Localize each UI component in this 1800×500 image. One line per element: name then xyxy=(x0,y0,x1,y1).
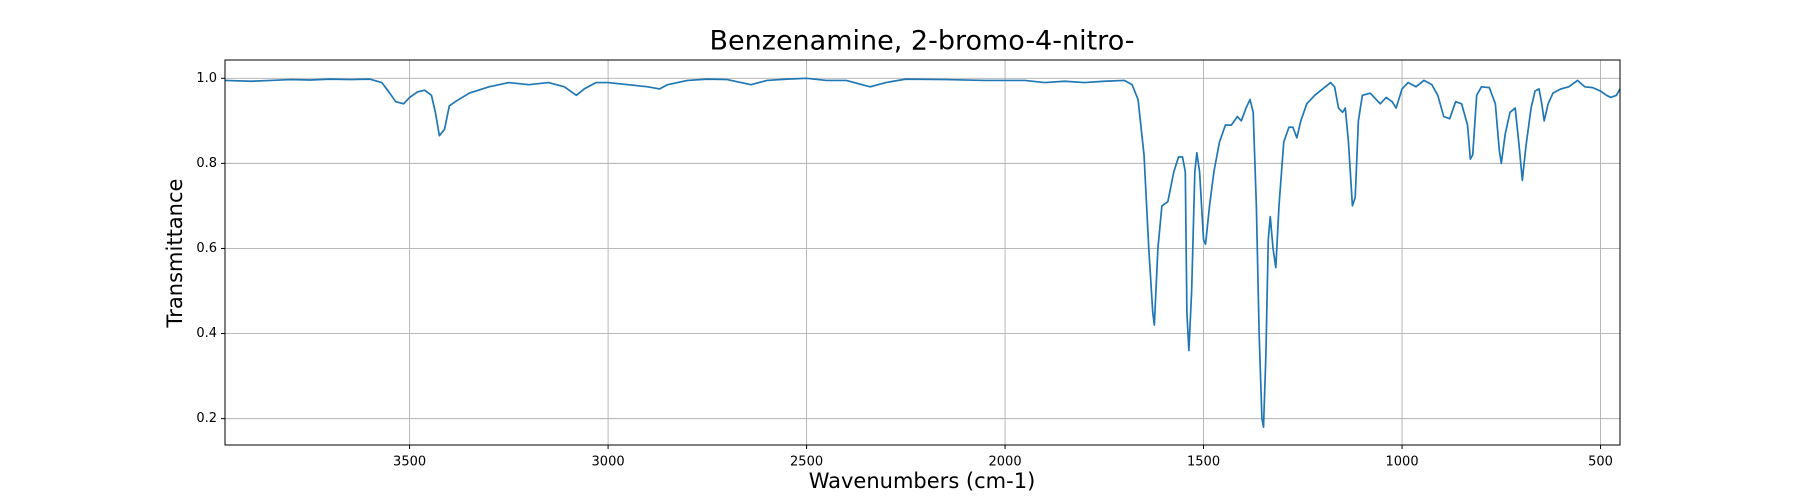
chart-title: Benzenamine, 2-bromo-4-nitro- xyxy=(710,26,1135,57)
spectrum-line xyxy=(224,77,1621,428)
y-tick-label: 0.2 xyxy=(196,411,217,426)
x-tick-label: 2000 xyxy=(989,455,1022,470)
x-axis-label: Wavenumbers (cm-1) xyxy=(809,469,1036,493)
plot-frame xyxy=(224,59,1621,446)
x-tick-label: 2500 xyxy=(790,455,823,470)
y-tick-label: 1.0 xyxy=(196,71,217,86)
y-tick-label: 0.8 xyxy=(196,156,217,171)
x-tick-label: 3000 xyxy=(592,455,625,470)
x-tick-label: 1500 xyxy=(1187,455,1220,470)
x-tick-label: 500 xyxy=(1588,455,1613,470)
y-axis-label: Transmittance xyxy=(163,179,187,329)
y-tick-label: 0.6 xyxy=(196,241,217,256)
y-tick-label: 0.4 xyxy=(196,326,217,341)
x-tick-label: 3500 xyxy=(393,455,426,470)
x-tick-label: 1000 xyxy=(1386,455,1419,470)
